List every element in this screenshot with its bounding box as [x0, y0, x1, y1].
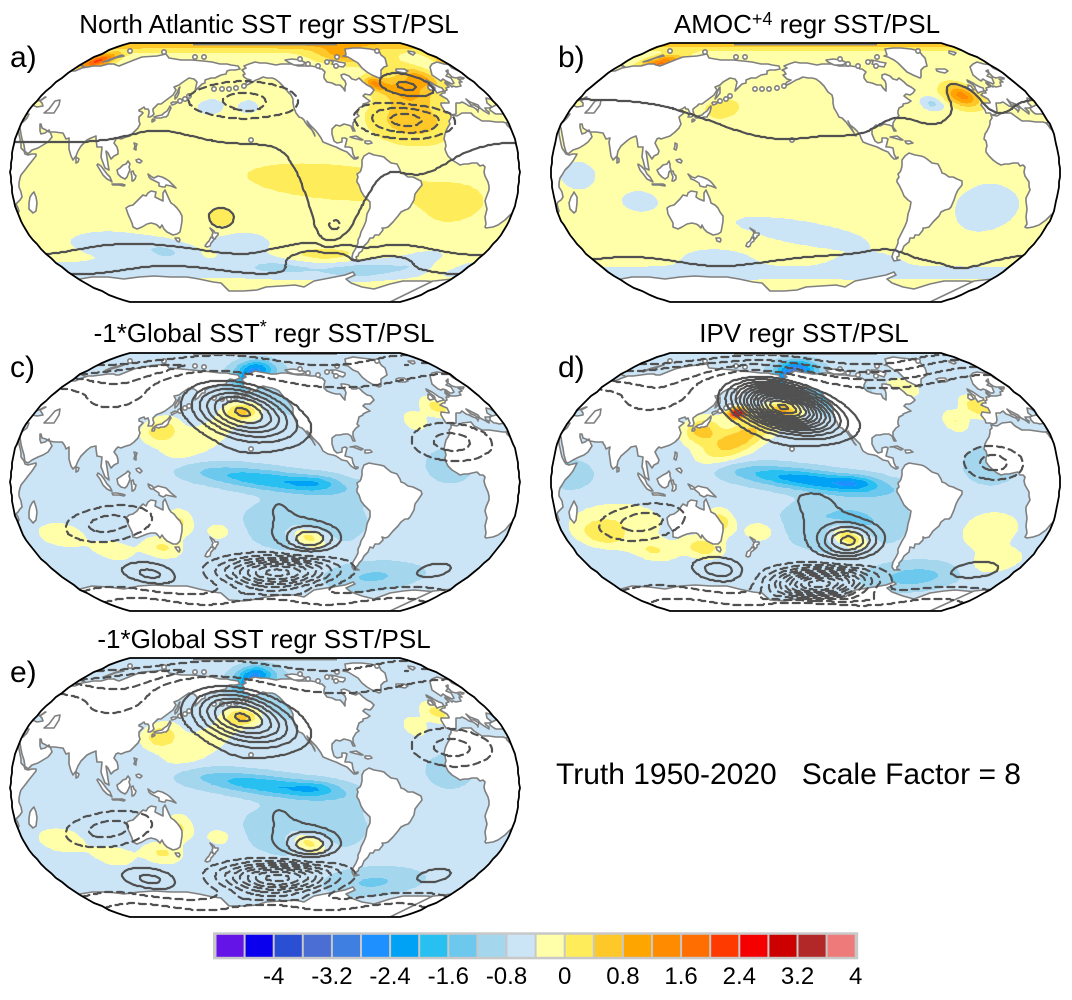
svg-text:0.8: 0.8	[606, 963, 639, 990]
svg-text:2.4: 2.4	[723, 963, 756, 990]
svg-text:-1*Global SST regr SST/PSL: -1*Global SST regr SST/PSL	[97, 624, 430, 654]
svg-text:0: 0	[558, 963, 571, 990]
svg-text:-0.8: -0.8	[486, 963, 527, 990]
svg-text:b): b)	[558, 41, 585, 74]
svg-text:AMOC+4 regr SST/PSL: AMOC+4 regr SST/PSL	[674, 9, 940, 39]
svg-text:1.6: 1.6	[664, 963, 697, 990]
svg-text:d): d)	[558, 351, 585, 384]
svg-text:Truth 1950-2020 Scale Factor: Truth 1950-2020 Scale Factor = 8	[556, 758, 1021, 791]
svg-text:-3.2: -3.2	[311, 963, 352, 990]
svg-text:North Atlantic SST regr SST/PS: North Atlantic SST regr SST/PSL	[79, 9, 459, 39]
svg-text:a): a)	[10, 41, 37, 74]
svg-text:-4: -4	[263, 963, 284, 990]
svg-text:4: 4	[849, 963, 862, 990]
svg-text:c): c)	[10, 351, 35, 384]
svg-text:-2.4: -2.4	[369, 963, 410, 990]
svg-text:IPV regr SST/PSL: IPV regr SST/PSL	[699, 318, 909, 348]
svg-text:e): e)	[10, 656, 37, 689]
svg-text:3.2: 3.2	[781, 963, 814, 990]
svg-text:-1.6: -1.6	[428, 963, 469, 990]
